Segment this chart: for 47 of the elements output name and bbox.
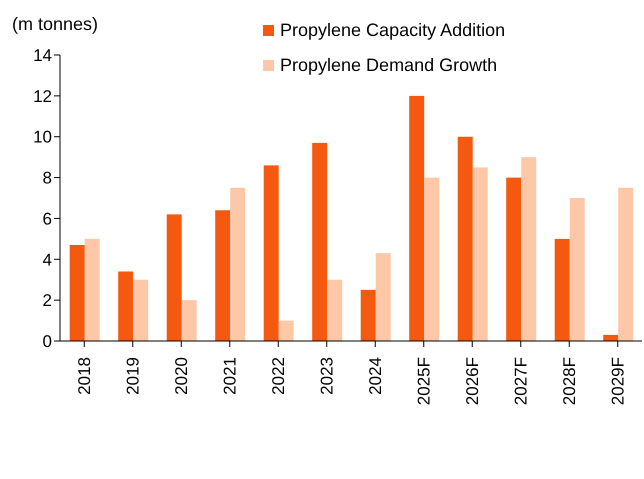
y-tick-label: 2 xyxy=(42,291,52,310)
x-tick-label: 2027F xyxy=(511,357,530,406)
bar xyxy=(376,253,391,341)
y-tick-label: 14 xyxy=(33,46,52,66)
bar xyxy=(409,96,424,341)
bar xyxy=(312,142,328,341)
x-tick-label: 2019 xyxy=(123,357,142,395)
y-tick-label: 12 xyxy=(33,86,52,106)
x-tick-label: 2020 xyxy=(172,357,191,395)
bar xyxy=(521,157,536,341)
bar xyxy=(278,320,294,341)
bar xyxy=(230,188,246,341)
y-axis-title: (m tonnes) xyxy=(12,14,98,35)
bar xyxy=(166,214,182,341)
bar xyxy=(215,210,230,341)
y-tick-label: 6 xyxy=(42,209,52,228)
bar xyxy=(554,238,570,341)
x-tick-label: 2026F xyxy=(462,357,482,406)
bar xyxy=(424,178,440,341)
bar xyxy=(458,136,473,341)
x-tick-label: 2025F xyxy=(414,357,434,406)
bar xyxy=(70,244,85,341)
x-tick-label: 2021 xyxy=(220,357,240,395)
x-tick-label: 2018 xyxy=(74,357,94,395)
bar xyxy=(327,280,342,341)
x-tick-label: 2029F xyxy=(608,357,628,406)
x-tick-label: 2024 xyxy=(366,357,385,395)
bar xyxy=(118,272,134,341)
bar xyxy=(603,334,618,341)
bar xyxy=(360,290,376,341)
bar xyxy=(618,188,634,341)
bar xyxy=(472,167,488,341)
bar xyxy=(182,300,197,341)
x-tick-label: 2028F xyxy=(560,357,579,406)
bar xyxy=(264,165,279,341)
x-tick-label: 2023 xyxy=(317,357,336,395)
legend-label: Propylene Capacity Addition xyxy=(279,19,506,42)
bar xyxy=(506,178,522,341)
y-tick-label: 10 xyxy=(33,128,52,147)
y-tick-label: 8 xyxy=(42,168,52,188)
bar xyxy=(84,238,100,341)
legend-label: Propylene Demand Growth xyxy=(279,54,498,77)
bar xyxy=(133,280,148,341)
y-tick-label: 0 xyxy=(42,332,52,352)
bar xyxy=(570,198,585,341)
y-tick-label: 4 xyxy=(42,250,52,270)
x-tick-label: 2022 xyxy=(268,357,288,395)
